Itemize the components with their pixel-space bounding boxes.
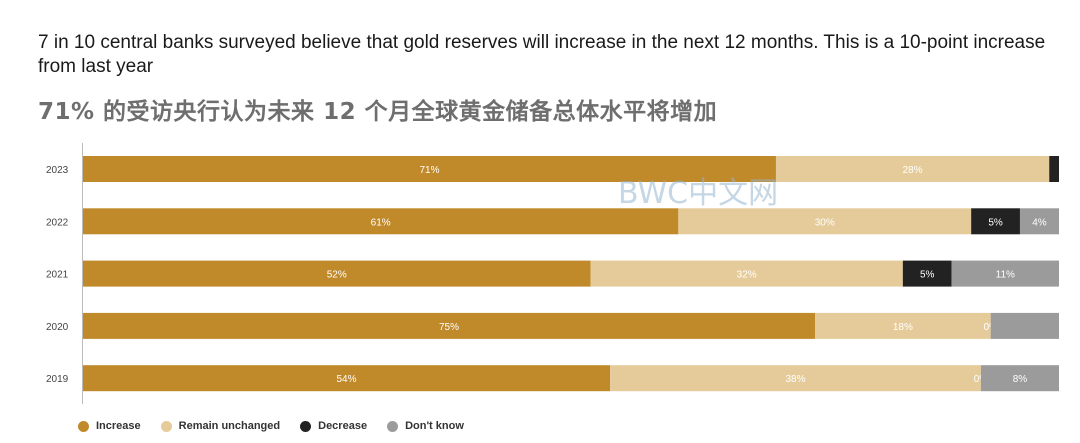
bar-2021-decrease <box>902 260 952 287</box>
legend-label-dont-know: Don't know <box>405 420 464 432</box>
legend-swatch-decrease <box>300 420 312 432</box>
data-label-2021-don-t-know: 11% <box>996 270 1015 281</box>
data-label-2020-increase: 75% <box>439 322 459 333</box>
data-label-2022-don-t-know: 4% <box>1032 217 1047 228</box>
bar-2023-increase <box>83 156 776 182</box>
bar-2022-decrease <box>971 208 1020 235</box>
data-label-2021-remain-unchanged: 32% <box>737 270 757 281</box>
legend-item-remain-unchanged: Remain unchanged <box>160 420 281 432</box>
chart-legend: Increase Remain unchanged Decrease Don't… <box>78 420 464 432</box>
legend-swatch-increase <box>78 420 89 432</box>
bar-2022-remain-unchanged <box>678 208 972 235</box>
data-label-2019-increase: 54% <box>337 374 357 385</box>
data-label-2021-increase: 52% <box>327 270 347 281</box>
data-label-2022-increase: 61% <box>371 217 391 228</box>
bar-2019-don-t-know <box>980 365 1059 392</box>
data-label-2023-remain-unchanged: 28% <box>903 165 923 176</box>
legend-label-remain-unchanged: Remain unchanged <box>178 420 281 432</box>
chart-title-en: 7 in 10 central banks surveyed believe t… <box>38 32 1046 77</box>
bar-2019-remain-unchanged <box>610 365 981 392</box>
legend-label-increase: Increase <box>96 420 141 432</box>
bar-2023-decrease <box>1049 156 1059 182</box>
bar-2020-don-t-know <box>990 312 1059 339</box>
y-tick-label-2020: 2020 <box>46 322 69 333</box>
legend-swatch-remain-unchanged <box>160 420 172 432</box>
data-label-2019-remain-unchanged: 38% <box>785 374 805 385</box>
legend-item-dont-know: Don't know <box>387 420 464 432</box>
bar-2020-increase <box>83 312 815 339</box>
data-label-2019-don-t-know: 8% <box>1013 374 1028 385</box>
y-tick-label-2023: 2023 <box>46 165 69 176</box>
y-tick-label-2021: 2021 <box>46 270 69 281</box>
data-label-2023-increase: 71% <box>419 165 439 176</box>
legend-item-decrease: Decrease <box>300 420 367 432</box>
bar-2021-don-t-know <box>951 260 1059 287</box>
bar-2022-increase <box>83 208 679 235</box>
bar-2019-increase <box>83 365 611 392</box>
chart-title-zh: 71% 的受访央行认为未来 12 个月全球黄金储备总体水平将增加 <box>38 99 718 125</box>
data-label-2020-remain-unchanged: 18% <box>893 322 913 333</box>
bar-2021-increase <box>83 260 591 287</box>
y-tick-label-2019: 2019 <box>46 374 69 385</box>
data-label-2021-decrease: 5% <box>920 270 935 281</box>
legend-item-increase: Increase <box>78 420 141 432</box>
data-label-2022-remain-unchanged: 30% <box>815 217 835 228</box>
data-label-2022-decrease: 5% <box>988 217 1003 228</box>
bar-2023-remain-unchanged <box>775 156 1050 182</box>
legend-label-decrease: Decrease <box>318 420 368 432</box>
legend-swatch-dont-know <box>387 420 399 432</box>
bar-2022-don-t-know <box>1019 208 1059 235</box>
y-tick-label-2022: 2022 <box>46 217 69 228</box>
bar-2020-remain-unchanged <box>815 312 991 339</box>
bar-2021-remain-unchanged <box>590 260 903 287</box>
